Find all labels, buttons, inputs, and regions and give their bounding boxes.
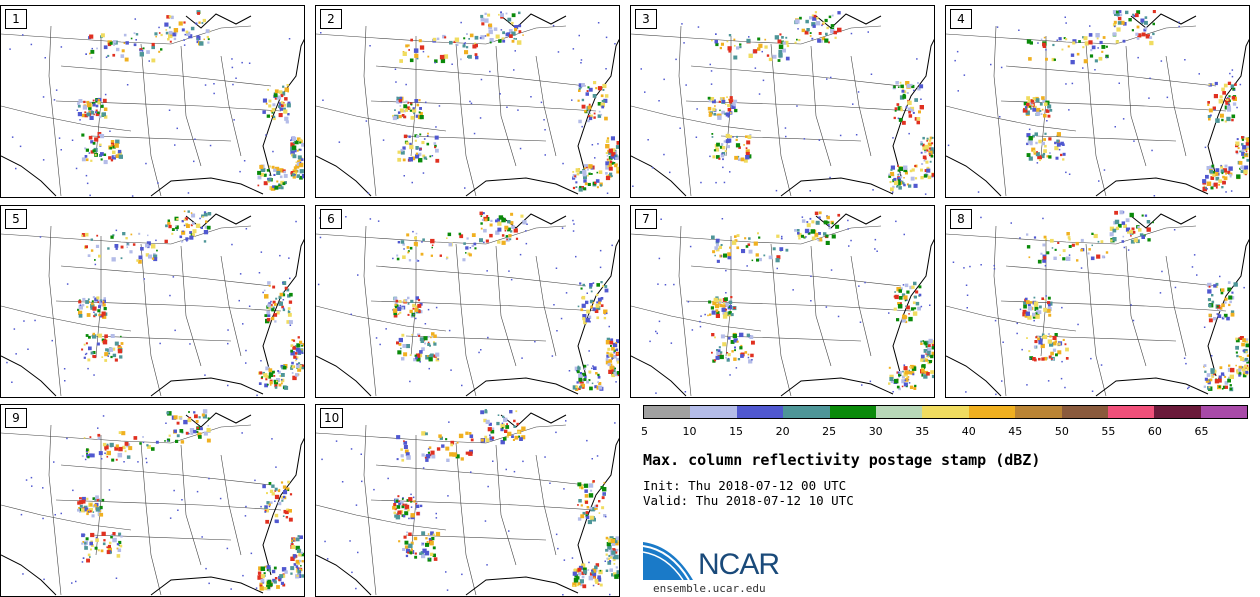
panel-number: 2: [320, 9, 342, 29]
map-panel[interactable]: 6: [315, 205, 620, 398]
map-panel[interactable]: 3: [630, 5, 935, 198]
colorbar-swatch: [875, 406, 923, 418]
colorbar-swatch: [829, 406, 876, 418]
panel-number: 7: [635, 209, 657, 229]
valid-label: Valid:: [643, 493, 689, 508]
colorbar-tick-label: 30: [868, 425, 883, 438]
colorbar-tick-label: 40: [961, 425, 976, 438]
map-panel[interactable]: 7: [630, 205, 935, 398]
colorbar-swatch: [644, 406, 691, 418]
colorbar-swatch: [736, 406, 784, 418]
colorbar-swatch: [783, 406, 830, 418]
panel-number: 6: [320, 209, 342, 229]
colorbar-tick-label: 35: [915, 425, 930, 438]
colorbar-swatch: [1154, 406, 1201, 418]
map-panel[interactable]: 2: [315, 5, 620, 198]
colorbar-tick-label: 55: [1101, 425, 1116, 438]
page-title: Max. column reflectivity postage stamp (…: [643, 451, 1041, 469]
panel-number: 5: [5, 209, 27, 229]
colorbar-tick-label: 20: [775, 425, 790, 438]
colorbar-tick-label: 5: [641, 425, 648, 438]
colorbar-swatch: [1107, 406, 1155, 418]
panel-number: 8: [950, 209, 972, 229]
colorbar-tick-label: 45: [1008, 425, 1023, 438]
panel-number: 1: [5, 9, 27, 29]
panel-number: 10: [320, 408, 344, 428]
colorbar-tick-label: 60: [1147, 425, 1162, 438]
init-value: Thu 2018-07-12 00 UTC: [688, 478, 847, 493]
colorbar-ticks: 5 10 15 20 25 30 35 40 45 50 55 60 65: [641, 425, 1248, 439]
colorbar-swatch: [690, 406, 737, 418]
ncar-logo-icon: [643, 542, 693, 581]
panel-number: 3: [635, 9, 657, 29]
map-panel[interactable]: 5: [0, 205, 305, 398]
init-label: Init:: [643, 478, 681, 493]
logo-text: NCAR: [698, 548, 780, 581]
panel-number: 9: [5, 408, 27, 428]
run-info: Init: Thu 2018-07-12 00 UTC Valid: Thu 2…: [643, 478, 854, 508]
map-panel[interactable]: 1: [0, 5, 305, 198]
panel-number: 4: [950, 9, 972, 29]
map-panel[interactable]: 9: [0, 404, 305, 597]
website-link[interactable]: ensemble.ucar.edu: [653, 582, 766, 595]
map-panel[interactable]: 8: [945, 205, 1250, 398]
colorbar-tick-label: 15: [729, 425, 744, 438]
map-panel[interactable]: 4: [945, 5, 1250, 198]
colorbar-tick-label: 50: [1054, 425, 1069, 438]
colorbar-swatch: [1200, 406, 1248, 418]
colorbar-swatch: [1061, 406, 1108, 418]
colorbar: [643, 405, 1248, 419]
colorbar-swatch: [968, 406, 1016, 418]
valid-value: Thu 2018-07-12 10 UTC: [695, 493, 854, 508]
colorbar-tick-label: 10: [682, 425, 697, 438]
colorbar-swatch: [1015, 406, 1062, 418]
colorbar-tick-label: 65: [1194, 425, 1209, 438]
colorbar-tick-label: 25: [822, 425, 837, 438]
colorbar-swatch: [922, 406, 969, 418]
map-panel[interactable]: 10: [315, 404, 620, 597]
